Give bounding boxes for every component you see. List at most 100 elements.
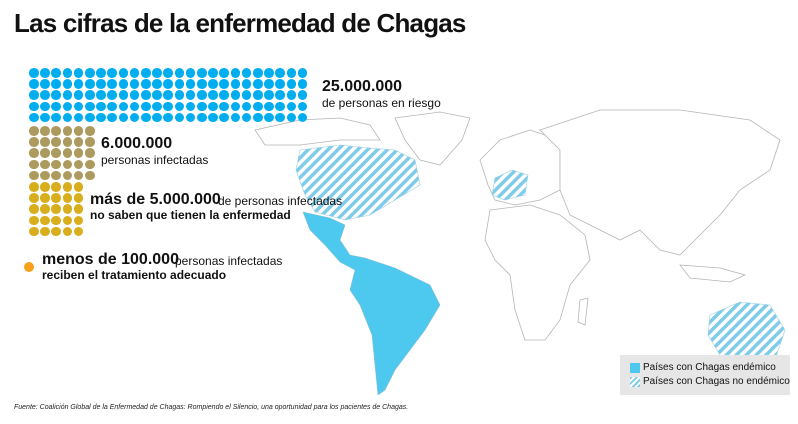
- risk-dot: [275, 101, 285, 112]
- risk-dot: [29, 68, 39, 78]
- risk-dot: [208, 79, 218, 89]
- infected-dot: [62, 137, 73, 147]
- europe-nonendemic: [491, 169, 529, 201]
- risk-dot: [62, 79, 73, 89]
- unaware-dot: [51, 215, 61, 226]
- risk-dot: [174, 112, 185, 123]
- infected-dot: [51, 159, 61, 170]
- risk-dot: [40, 90, 50, 100]
- risk-dot: [174, 90, 185, 100]
- infected-dot: [40, 126, 50, 136]
- risk-dot: [107, 68, 117, 78]
- risk-dot: [163, 112, 173, 123]
- unaware-dot: [73, 204, 84, 214]
- risk-dot: [174, 68, 185, 78]
- risk-dot: [174, 101, 185, 112]
- risk-dot: [185, 112, 196, 123]
- unaware-dot: [29, 226, 39, 237]
- infected-dot: [73, 170, 84, 181]
- infected-label: personas infectadas: [101, 153, 209, 167]
- risk-dot: [197, 68, 207, 78]
- risk-dot: [208, 112, 218, 123]
- infected-dot: [62, 126, 73, 136]
- infected-dot: [29, 170, 39, 181]
- risk-dot: [85, 112, 95, 123]
- risk-dot: [118, 68, 129, 78]
- risk-dot: [185, 79, 196, 89]
- risk-dot: [286, 112, 297, 123]
- arctic-islands: [254, 117, 381, 146]
- risk-dot: [163, 68, 173, 78]
- risk-dot: [185, 101, 196, 112]
- infected-dot: [51, 126, 61, 136]
- unaware-dot: [62, 215, 73, 226]
- risk-dot: [141, 90, 151, 100]
- risk-dot: [152, 68, 162, 78]
- asia: [539, 109, 781, 256]
- risk-dot: [163, 101, 173, 112]
- africa: [484, 204, 591, 341]
- risk-dot: [264, 68, 274, 78]
- unaware-dot: [51, 193, 61, 203]
- risk-dot: [107, 90, 117, 100]
- risk-dot: [129, 79, 140, 89]
- risk-dot: [40, 79, 50, 89]
- risk-dot: [40, 101, 50, 112]
- risk-dot: [253, 68, 263, 78]
- unaware-dot: [73, 193, 84, 203]
- risk-dot: [264, 90, 274, 100]
- infected-dot: [40, 137, 50, 147]
- infected-dot: [40, 148, 50, 158]
- infected-dot: [51, 137, 61, 147]
- infected-dot: [62, 170, 73, 181]
- risk-dot: [174, 79, 185, 89]
- risk-dot: [152, 112, 162, 123]
- risk-dot: [152, 101, 162, 112]
- infected-dot: [85, 137, 95, 147]
- risk-dot: [264, 101, 274, 112]
- unaware-dot: [29, 193, 39, 203]
- risk-dot: [107, 112, 117, 123]
- infected-dot: [85, 148, 95, 158]
- infected-dot: [40, 159, 50, 170]
- risk-dot: [208, 90, 218, 100]
- risk-dot: [62, 101, 73, 112]
- infected-dot: [40, 170, 50, 181]
- risk-dot: [163, 79, 173, 89]
- risk-dot: [275, 90, 285, 100]
- unaware-dot: [51, 182, 61, 192]
- risk-dot: [40, 112, 50, 123]
- map-legend: Países con Chagas endémico Países con Ch…: [620, 355, 790, 395]
- risk-dot: [118, 79, 129, 89]
- unaware-dot: [73, 215, 84, 226]
- risk-dot: [85, 101, 95, 112]
- risk-dot: [141, 101, 151, 112]
- unaware-dot: [62, 204, 73, 214]
- unaware-dot: [29, 215, 39, 226]
- risk-dot: [219, 112, 229, 123]
- treated-label-2: reciben el tratamiento adecuado: [42, 268, 227, 282]
- treated-label: personas infectadas: [175, 254, 283, 268]
- risk-dot: [297, 90, 308, 100]
- risk-dot: [152, 79, 162, 89]
- unaware-dot: [51, 204, 61, 214]
- unaware-dot: [73, 182, 84, 192]
- risk-dot: [51, 101, 61, 112]
- latin-america: [302, 211, 441, 396]
- infected-dot: [73, 126, 84, 136]
- treated-number: menos de 100.000: [42, 251, 179, 268]
- risk-dot: [241, 112, 252, 123]
- risk-dot: [185, 90, 196, 100]
- risk-dot: [219, 68, 229, 78]
- risk-dot: [253, 112, 263, 123]
- risk-dot: [297, 101, 308, 112]
- unaware-label: de personas infectadas: [218, 194, 343, 208]
- risk-dot: [129, 101, 140, 112]
- infected-dot: [62, 148, 73, 158]
- risk-dot: [163, 90, 173, 100]
- unaware-dot: [51, 226, 61, 237]
- risk-dot: [73, 90, 84, 100]
- unaware-dot: [73, 226, 84, 237]
- risk-dot: [141, 112, 151, 123]
- risk-dot: [85, 79, 95, 89]
